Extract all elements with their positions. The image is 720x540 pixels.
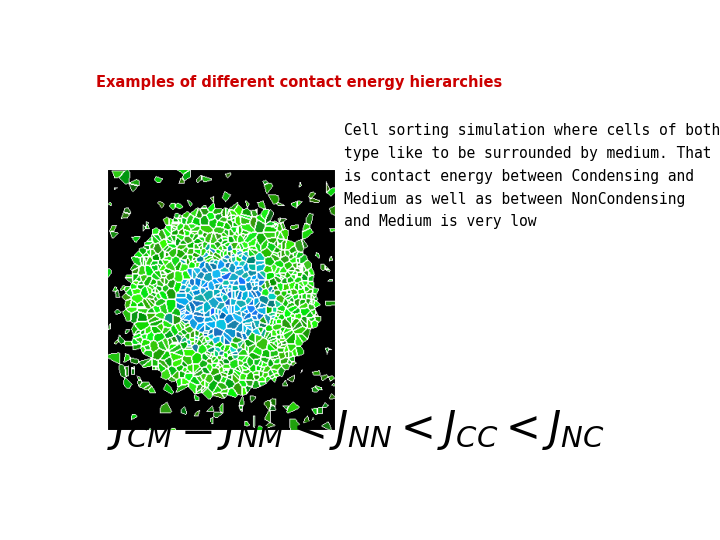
- Text: Examples of different contact energy hierarchies: Examples of different contact energy hie…: [96, 75, 502, 90]
- Text: type like to be surrounded by medium. That: type like to be surrounded by medium. Th…: [344, 146, 711, 161]
- Text: is contact energy between Condensing and: is contact energy between Condensing and: [344, 168, 694, 184]
- Text: Cell sorting simulation where cells of both: Cell sorting simulation where cells of b…: [344, 123, 720, 138]
- Text: $J_{CM}=J_{NM}<J_{NN}<J_{CC}<J_{NC}$: $J_{CM}=J_{NM}<J_{NN}<J_{CC}<J_{NC}$: [107, 408, 605, 452]
- Text: and Medium is very low: and Medium is very low: [344, 214, 536, 230]
- Text: Medium as well as between NonCondensing: Medium as well as between NonCondensing: [344, 192, 685, 207]
